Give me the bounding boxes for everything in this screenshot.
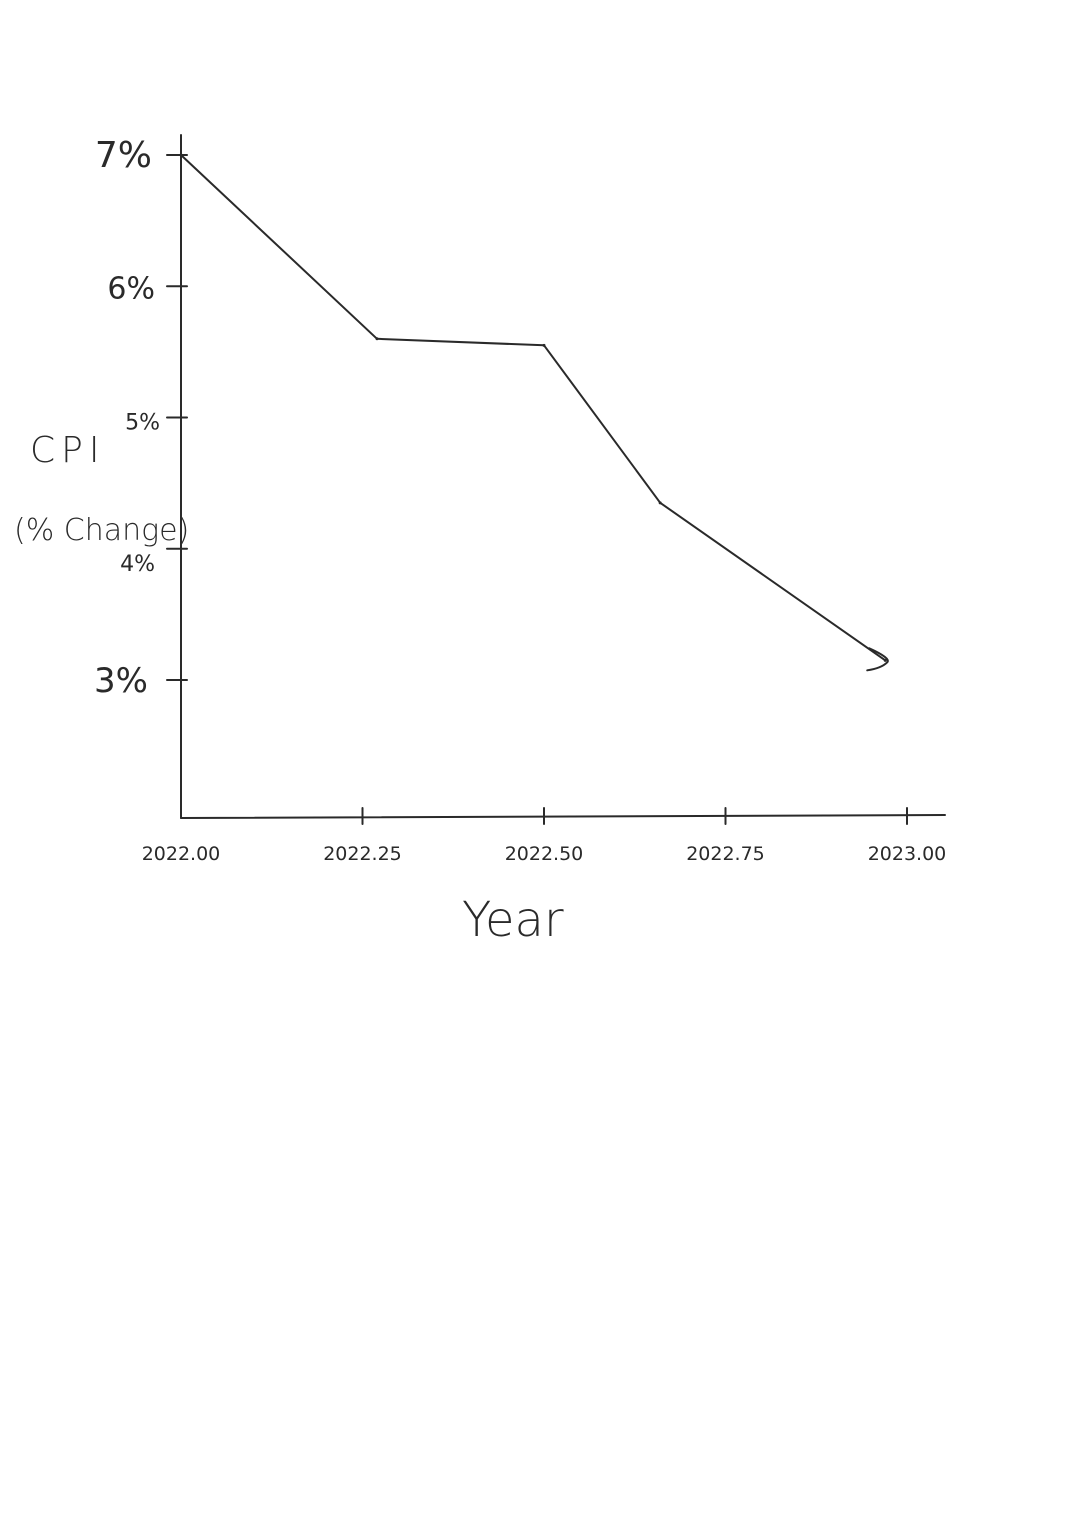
- y-tick-label: 5%: [125, 411, 160, 436]
- series-line: [180, 154, 887, 662]
- y-tick-label: 7%: [95, 135, 152, 176]
- x-tick-label: 2022.25: [323, 843, 402, 865]
- x-tick-label: 2023.00: [868, 843, 947, 865]
- y-tick-label: 6%: [107, 271, 155, 306]
- x-axis: [180, 814, 946, 819]
- x-tick-label: 2022.50: [505, 843, 584, 865]
- data-point: [542, 343, 546, 347]
- data-point: [179, 153, 183, 157]
- data-point: [658, 501, 662, 505]
- data-point: [883, 658, 887, 662]
- series-group: [179, 153, 889, 672]
- y-axis-sublabel: (% Change): [14, 513, 189, 548]
- y-tick-label: 4%: [120, 552, 155, 577]
- y-ticks: 3% 4% 5% 6% 7%: [94, 135, 188, 701]
- y-axis-label: CPI: [30, 430, 105, 471]
- x-tick-label: 2022.75: [686, 843, 765, 865]
- y-tick-label: 3%: [94, 661, 148, 701]
- x-ticks: 2022.00 2022.25 2022.50 2022.75 2023.00: [142, 807, 947, 865]
- x-tick-label: 2022.00: [142, 843, 221, 865]
- data-point: [375, 337, 379, 341]
- series-end-arrow: [866, 647, 889, 672]
- x-axis-label: Year: [462, 892, 564, 948]
